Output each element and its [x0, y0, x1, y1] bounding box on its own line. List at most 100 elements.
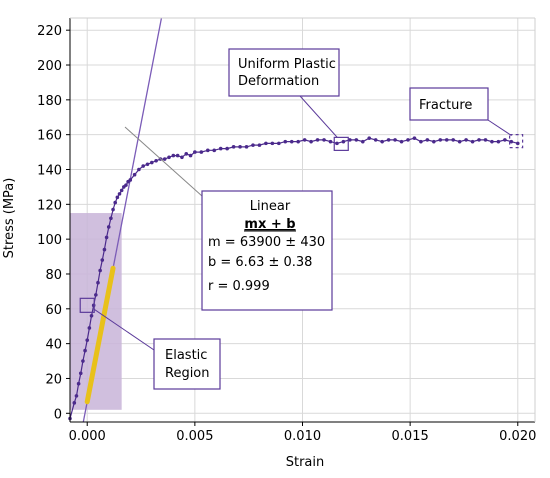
data-point [117, 192, 122, 196]
data-point [119, 188, 124, 193]
linear-leader-line [124, 126, 203, 197]
elastic-label-line1: Elastic [165, 348, 207, 363]
data-point [432, 139, 436, 144]
x-tick-label: 0.015 [392, 429, 429, 444]
data-point [457, 139, 462, 144]
fracture-callout-box [409, 87, 489, 121]
x-axis-label: Strain [286, 455, 325, 470]
y-tick-label: 120 [37, 198, 62, 213]
elastic-region-rect [70, 213, 122, 410]
data-point [175, 153, 180, 158]
data-point [328, 139, 333, 144]
y-tick-label: 60 [45, 303, 62, 318]
data-point [354, 138, 359, 142]
uniform-label-line1: Uniform Plastic [238, 57, 336, 72]
data-point [270, 141, 275, 146]
data-point [315, 138, 320, 142]
elastic-label-line2: Region [165, 366, 210, 381]
data-point [296, 139, 300, 144]
data-point [74, 394, 79, 398]
data-point [419, 139, 423, 144]
data-point [137, 167, 141, 172]
data-point [515, 141, 520, 146]
data-point [380, 139, 384, 144]
linear-intercept: b = 6.63 ± 0.38 [208, 255, 312, 270]
elastic-marker [79, 297, 95, 313]
data-point [72, 401, 77, 405]
data-point [367, 136, 372, 140]
x-tick-label: 0.020 [499, 429, 536, 444]
data-point [167, 155, 171, 160]
data-point [360, 139, 365, 144]
data-point [373, 138, 378, 142]
y-axis-label: Stress (MPa) [2, 178, 17, 259]
fracture-marker [509, 134, 524, 149]
y-tick-label: 160 [37, 129, 62, 144]
data-point [496, 139, 501, 144]
data-point [231, 145, 236, 149]
annotations: Elastic Region Uniform Plastic Deformation F… [79, 48, 524, 390]
data-point [78, 371, 83, 376]
data-point [145, 162, 150, 167]
data-points [68, 136, 520, 421]
x-tick-label: 0.000 [69, 429, 106, 444]
data-point [322, 138, 326, 142]
data-point [180, 155, 184, 160]
y-tick-label: 0 [54, 407, 62, 422]
fit-line-layer [82, 17, 163, 423]
elastic-region-shading [70, 213, 122, 410]
data-point [83, 348, 87, 353]
data-point [96, 280, 100, 285]
uniform-leader-line [299, 95, 338, 138]
data-point [109, 216, 113, 221]
data-point [85, 338, 90, 342]
data-point [115, 195, 120, 200]
y-tick-label: 40 [45, 338, 62, 353]
y-tick-label: 180 [37, 94, 62, 109]
data-point [193, 150, 197, 154]
axes: 0.000 0.005 0.010 0.015 0.020 0 20 40 60 80 100 120… [37, 17, 536, 444]
data-point [335, 141, 339, 146]
data-point [87, 326, 92, 330]
y-tick-label: 220 [37, 24, 62, 39]
data-point [425, 138, 430, 142]
data-point [188, 153, 193, 158]
fit-range-highlight [84, 265, 116, 405]
x-tick-label: 0.010 [284, 429, 321, 444]
data-point [251, 143, 255, 147]
y-tick-label: 100 [37, 233, 62, 248]
data-point [438, 138, 443, 142]
data-point [451, 138, 455, 142]
data-point [171, 153, 176, 158]
linear-correlation: r = 0.999 [208, 279, 270, 294]
data-point [100, 258, 105, 262]
fracture-leader-line [487, 119, 512, 137]
data-point [102, 247, 107, 252]
data-point [470, 139, 475, 144]
data-point [264, 141, 268, 146]
data-point [124, 183, 128, 187]
linear-formula: mx + b [244, 217, 295, 232]
x-tick-label: 0.005 [176, 429, 213, 444]
linear-slope: m = 63900 ± 430 [208, 235, 325, 250]
fracture-label: Fracture [419, 98, 472, 113]
uniform-marker [333, 136, 349, 151]
data-point [341, 139, 346, 144]
data-point [406, 138, 410, 142]
data-point [464, 138, 468, 142]
data-point [128, 178, 133, 182]
data-point [386, 138, 391, 142]
y-tick-label: 200 [37, 59, 62, 74]
data-point [509, 139, 514, 144]
data-point [393, 138, 397, 142]
linear-callout-box [201, 190, 333, 311]
uniform-callout-box [228, 48, 340, 97]
data-point [113, 200, 118, 205]
data-point [218, 146, 223, 151]
elastic-leader-line [93, 308, 155, 351]
data-point [283, 139, 288, 144]
data-point [184, 152, 189, 156]
data-point [98, 268, 102, 273]
